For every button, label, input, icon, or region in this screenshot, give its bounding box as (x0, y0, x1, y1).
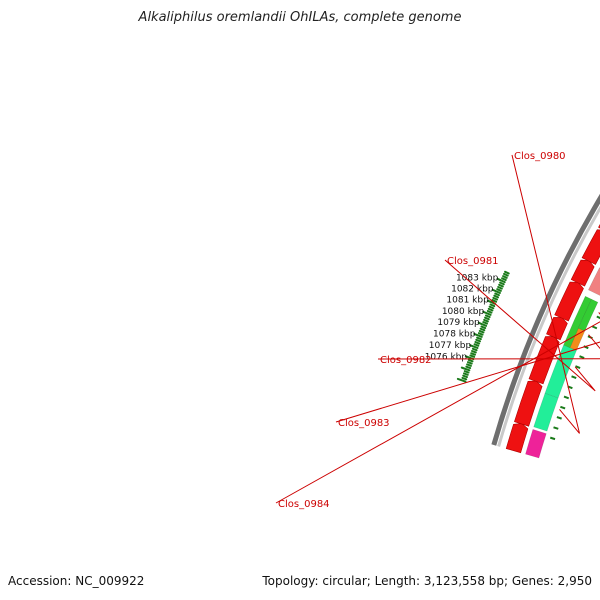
inner-tick (579, 355, 585, 360)
gene-label: Clos_0984 (278, 499, 330, 510)
inner-tick (549, 436, 556, 441)
callout-leader-line (377, 334, 600, 360)
ruler-minor-tick (477, 332, 484, 336)
ruler-minor-tick (466, 361, 473, 365)
ruler-major-tick (460, 366, 471, 372)
gene-label: Clos_0981 (447, 256, 499, 267)
ruler-minor-tick (489, 303, 496, 308)
ruler-minor-tick (467, 358, 474, 363)
inner-tick (563, 395, 570, 400)
ruler-major-tick (477, 321, 488, 327)
pink-gene-segment (525, 429, 547, 459)
ruler-minor-tick (474, 341, 481, 345)
ruler-minor-tick (465, 365, 472, 370)
inner-tick (575, 365, 581, 369)
callout-leader-line (511, 154, 580, 434)
ruler-minor-tick (462, 374, 468, 379)
ruler-minor-tick (502, 275, 508, 279)
inner-tick (596, 315, 600, 320)
ruler-minor-tick (482, 321, 488, 325)
ruler-label: 1082 kbp (451, 284, 494, 294)
ruler-major-tick (473, 332, 483, 338)
callout-leader-line (275, 321, 600, 504)
ruler-label: 1081 kbp (446, 296, 489, 306)
ruler-minor-tick (476, 336, 482, 341)
forward-cds-arrow (546, 317, 568, 341)
ruler-major-tick (496, 277, 506, 284)
ruler-minor-tick (494, 292, 500, 297)
map-title: Alkaliphilus oremlandii OhILAs, complete… (138, 10, 462, 25)
ruler-minor-tick (504, 270, 510, 275)
clos_0983-gene-lower (577, 298, 599, 332)
ruler-minor-tick (493, 294, 500, 299)
ruler-minor-tick (471, 347, 478, 352)
forward-cds-arrow (581, 229, 600, 265)
ruler-minor-tick (496, 288, 502, 292)
ruler-minor-tick (498, 283, 504, 288)
ruler-minor-tick (469, 354, 476, 358)
ruler-major-tick (468, 344, 479, 349)
inner-tick (591, 325, 598, 330)
ruler-label: 1079 kbp (437, 318, 480, 328)
ruler-major-tick (482, 310, 492, 316)
ruler-minor-tick (475, 338, 482, 343)
ruler-minor-tick (473, 343, 480, 347)
ruler-minor-tick (497, 285, 503, 290)
forward-cds-arrow (570, 259, 595, 287)
ruler-major-tick (486, 299, 497, 305)
ruler-minor-tick (479, 327, 486, 332)
ruler-minor-tick (471, 350, 477, 354)
reverse-strand-track (525, 267, 600, 459)
gene-label: Clos_0982 (380, 355, 432, 366)
ruler-minor-tick (484, 314, 491, 319)
genome-backbone (491, 193, 600, 447)
backbone-inner-line (497, 205, 600, 447)
ruler-minor-tick (486, 310, 493, 314)
ruler-minor-tick (499, 281, 505, 286)
inner-tick (560, 405, 566, 410)
gene-label: Clos_0983 (338, 418, 390, 429)
ruler-minor-tick (462, 372, 469, 376)
ruler-minor-tick (461, 376, 468, 381)
ruler-minor-tick (463, 370, 470, 374)
ruler-minor-tick (466, 363, 472, 367)
forward-cds-arrow (554, 281, 584, 322)
ruler-minor-tick (483, 318, 489, 323)
forward-cds-arrow (505, 423, 529, 454)
forward-cds-arrow (514, 380, 543, 427)
ruler-minor-tick (480, 325, 487, 330)
ruler-label: 1076 kbp (425, 352, 468, 362)
genome-summary-text: Topology: circular; Length: 3,123,558 bp… (262, 574, 592, 588)
gene-label: Clos_0980 (514, 151, 566, 162)
ruler-ticks (456, 270, 510, 383)
callout-leader-line (444, 259, 596, 392)
ruler-minor-tick (478, 329, 485, 334)
ruler-label: 1077 kbp (429, 341, 472, 351)
callout-leader-line (335, 312, 600, 423)
ruler-label: 1083 kbp (456, 273, 499, 283)
ruler-minor-tick (487, 307, 494, 312)
inner-tick (556, 416, 562, 420)
ruler-minor-tick (470, 352, 476, 356)
ruler-minor-tick (503, 272, 509, 277)
ruler-major-tick (491, 288, 501, 294)
ruler-minor-tick (488, 305, 495, 310)
clos_0984-gene (587, 267, 600, 296)
inner-tick (571, 375, 577, 380)
ruler-label: 1078 kbp (433, 330, 476, 340)
ruler-label: 1080 kbp (442, 307, 485, 317)
inner-tick (553, 426, 559, 430)
ruler-minor-tick (492, 296, 499, 301)
backbone-outer-line (491, 193, 600, 446)
ruler-minor-tick (501, 277, 507, 281)
ruler-minor-tick (491, 299, 498, 303)
ruler-major-tick (456, 377, 467, 383)
accession-text: Accession: NC_009922 (8, 574, 145, 588)
ruler-minor-tick (484, 316, 490, 321)
gene-callouts: Clos_0980 Clos_0981 Clos_0982 Clos_0983 Clos… (275, 151, 600, 510)
